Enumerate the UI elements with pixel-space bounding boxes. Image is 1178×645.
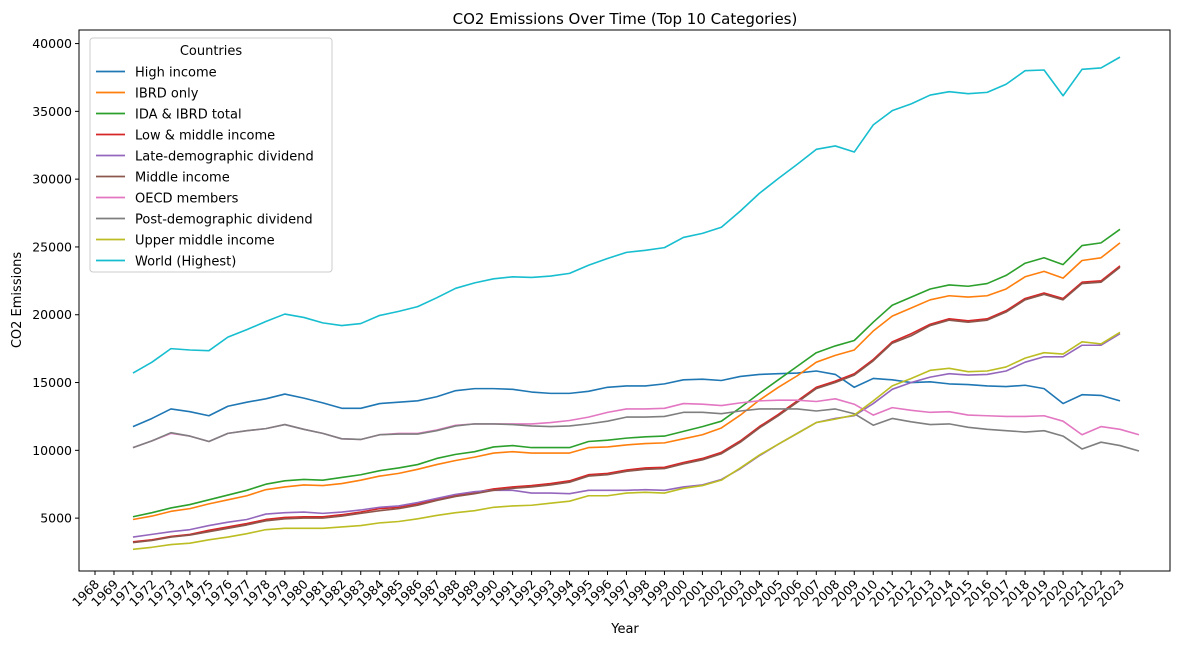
plot-lines (132, 56, 1140, 551)
series-line-high-income (132, 370, 1121, 428)
series-line-late-demographic-dividend (132, 333, 1121, 538)
chart-title: CO2 Emissions Over Time (Top 10 Categori… (453, 10, 798, 28)
series-line-ibrd-only (132, 242, 1121, 521)
legend: Countries High income IBRD only IDA & IBRD… (89, 37, 333, 273)
legend-box (89, 37, 333, 273)
series-line-upper-middle-income (132, 331, 1121, 551)
legend-label-low-middle-income: Low & middle income (135, 129, 275, 144)
series-line-middle-income (132, 266, 1121, 544)
legend-label-world-highest: World (Highest) (135, 255, 236, 270)
y-tick-label: 30000 (32, 172, 72, 187)
y-axis-label: CO2 Emissions (10, 252, 25, 349)
legend-label-ibrd-only: IBRD only (135, 87, 199, 102)
legend-label-ida-ibrd-total: IDA & IBRD total (135, 108, 242, 123)
x-axis: 1968196919711972197319741975197619771978… (69, 571, 1127, 610)
legend-label-upper-middle-income: Upper middle income (135, 234, 275, 249)
y-axis: 5000 10000 15000 20000 25000 30000 35000 40000 (32, 36, 79, 526)
y-tick-label: 10000 (32, 443, 72, 458)
series-line-world-highest (132, 56, 1121, 374)
legend-label-oecd-members: OECD members (135, 192, 239, 207)
legend-label-high-income: High income (135, 66, 217, 81)
y-tick-label: 20000 (32, 307, 72, 322)
series-line-low-middle-income (132, 265, 1121, 543)
series-line-ida-ibrd-total (132, 228, 1121, 518)
series-line-oecd-members (132, 397, 1140, 449)
legend-label-late-demographic-dividend: Late-demographic dividend (135, 150, 314, 165)
y-tick-label: 25000 (32, 239, 72, 254)
plot-area-frame (78, 29, 1171, 572)
legend-label-post-demographic-dividend: Post-demographic dividend (135, 213, 313, 228)
y-tick-label: 40000 (32, 36, 72, 51)
series-line-post-demographic-dividend (132, 408, 1140, 452)
x-axis-label: Year (610, 622, 639, 637)
y-tick-label: 35000 (32, 104, 72, 119)
y-tick-label: 15000 (32, 375, 72, 390)
legend-items: High income IBRD only IDA & IBRD total Low … (96, 66, 314, 270)
legend-label-middle-income: Middle income (135, 171, 230, 186)
y-tick-label: 5000 (40, 511, 72, 526)
legend-title: Countries (180, 44, 243, 59)
